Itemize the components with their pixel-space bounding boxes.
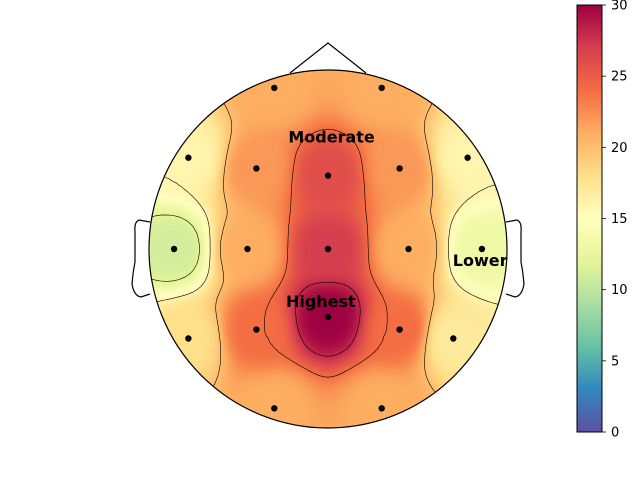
sensor-marker [271,84,278,92]
right-ear-outline [505,219,525,298]
colorbar-ticks: 0 5 10 15 20 25 30 [602,0,628,441]
contour-line [264,128,388,378]
sensor-marker [253,165,260,172]
sensor-marker [396,326,403,333]
annotation-moderate: Moderate [288,128,375,147]
sensor-marker [271,405,278,412]
left-ear-outline [131,219,151,298]
colorbar-tick-label: 25 [611,70,628,85]
colorbar-fill [577,5,602,432]
sensor-marker [324,245,332,253]
colorbar-tick-label: 30 [611,0,628,14]
annotation-lower: Lower [453,251,508,270]
head-outline [148,69,508,429]
colorbar-tick-label: 20 [611,141,628,156]
sensor-marker [396,165,403,172]
contour-lines [149,70,507,428]
colorbar-tick-label: 0 [611,426,619,441]
nose-outline [289,42,367,74]
sensor-marker [478,245,486,253]
sensor-marker [244,245,251,253]
annotation-highest: Highest [286,292,356,311]
colorbar-tick-label: 15 [611,212,628,227]
sensor-marker [324,172,332,179]
sensor-marker [253,326,260,333]
sensor-marker [185,154,192,161]
sensor-marker [324,313,332,321]
sensor-markers [170,84,486,412]
region-annotations: Moderate Lower Highest [286,128,508,312]
sensor-marker [378,405,385,412]
colorbar: 0 5 10 15 20 25 30 [576,0,628,441]
sensor-marker [464,154,471,161]
colorbar-tick-label: 10 [611,283,628,298]
sensor-marker [185,335,192,342]
sensor-marker [450,335,457,342]
sensor-marker [378,84,385,92]
colorbar-tick-label: 5 [611,354,619,369]
contour-line [295,282,361,357]
sensor-marker [405,245,412,253]
sensor-marker [170,245,178,253]
